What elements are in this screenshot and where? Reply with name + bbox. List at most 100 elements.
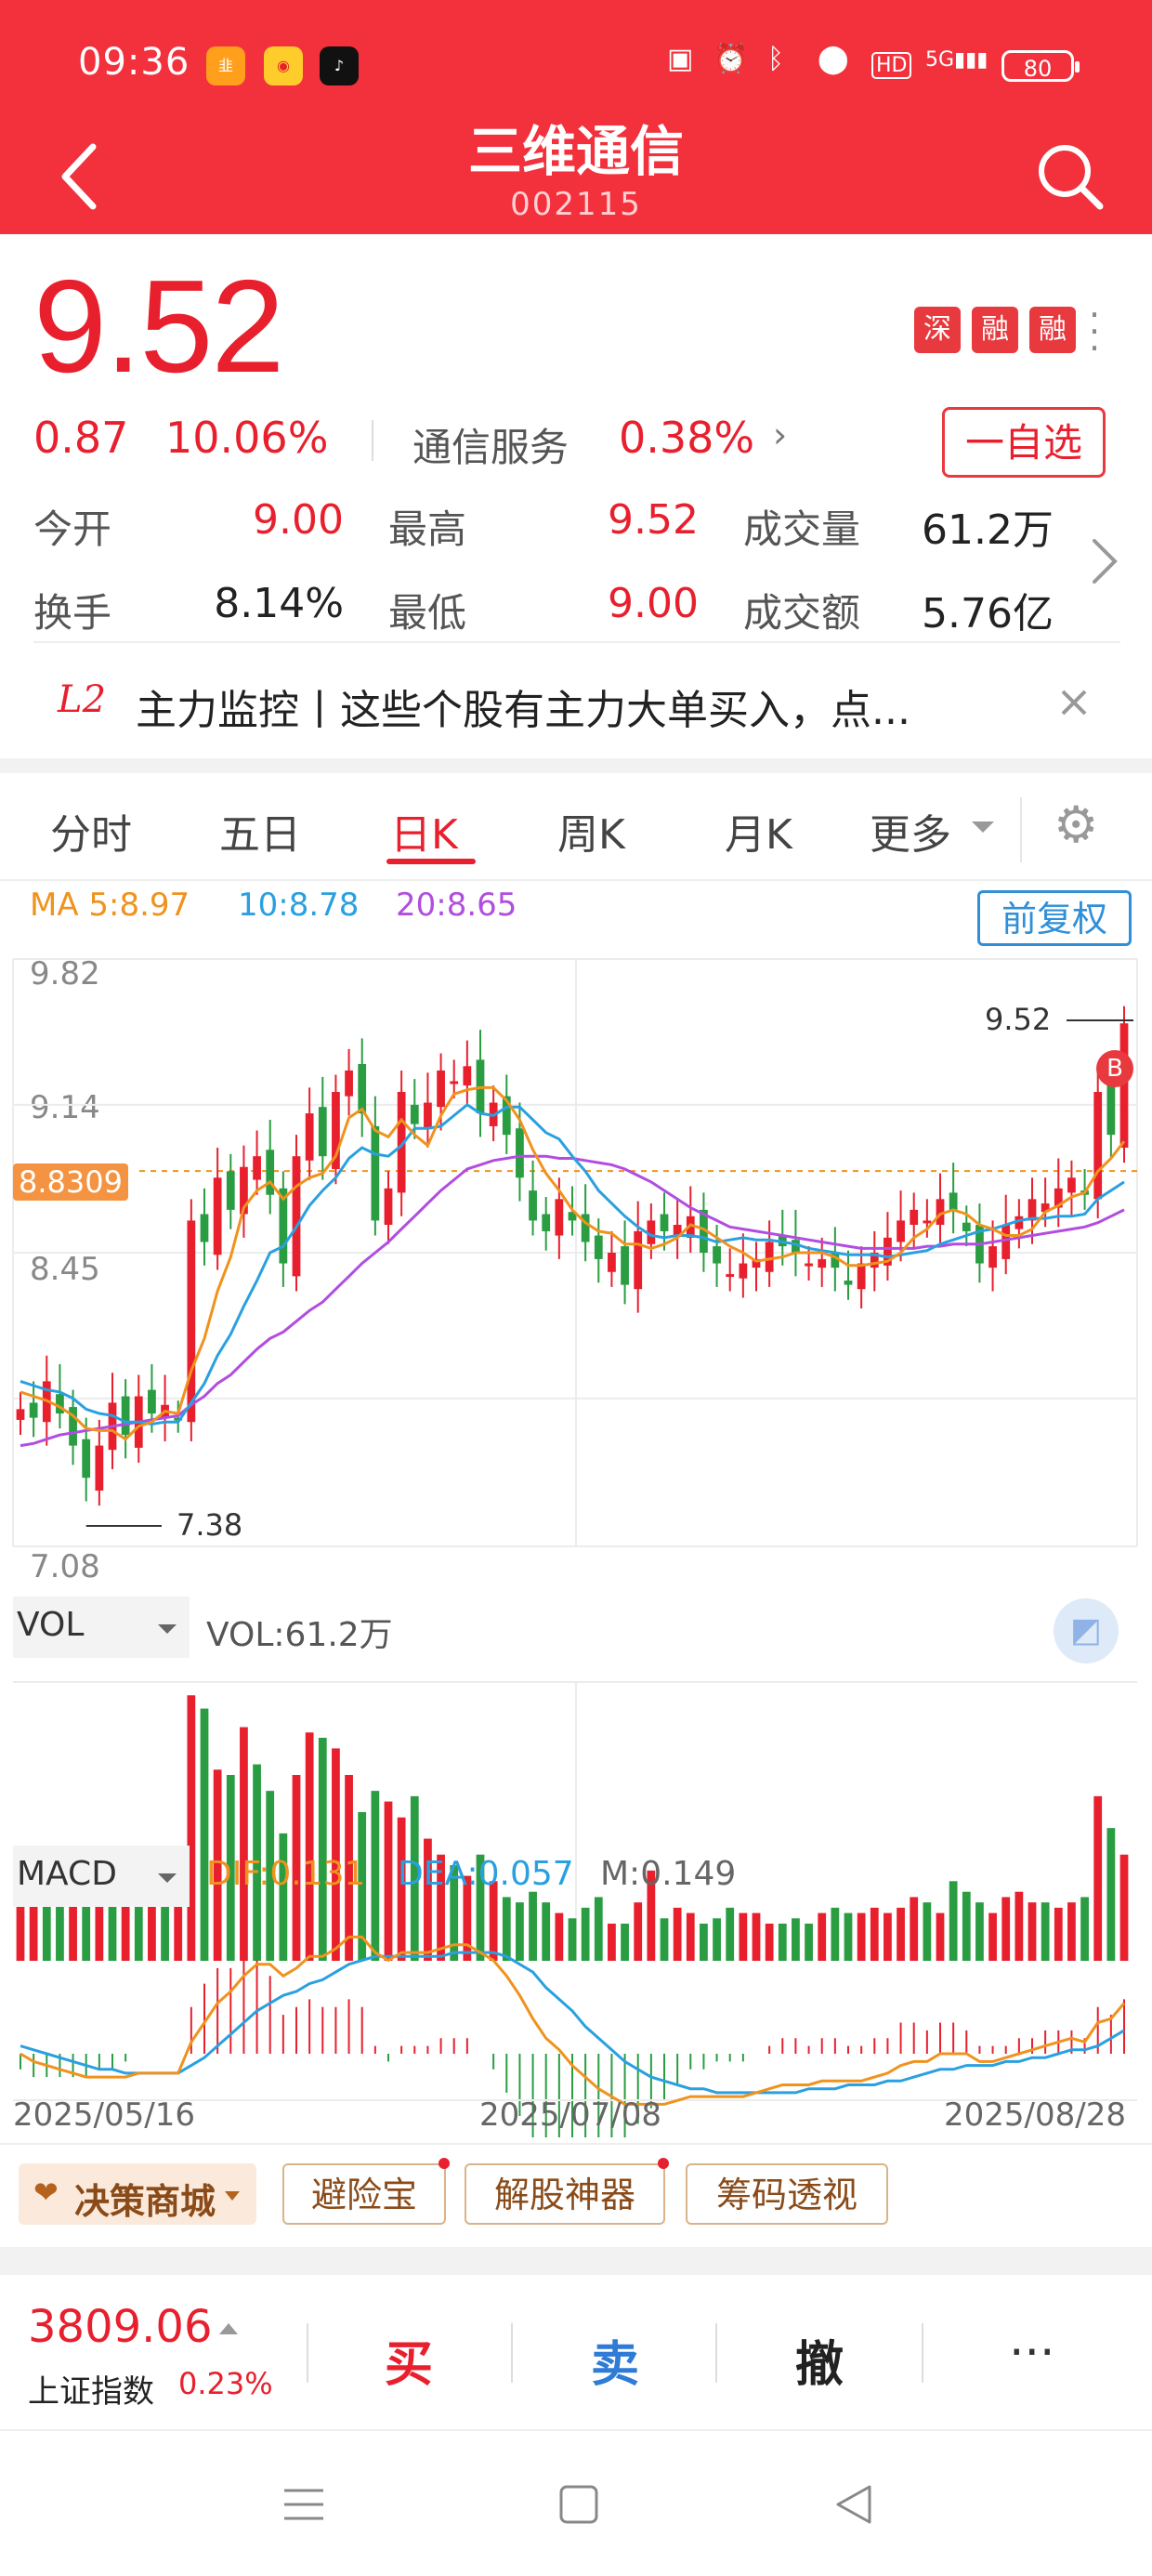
sell-button[interactable]: 卖 xyxy=(591,2337,640,2393)
candle-body xyxy=(870,1253,879,1268)
kline-chart[interactable] xyxy=(0,939,1152,2137)
dif-value: DIF:0.131 xyxy=(206,1855,366,1893)
macd-selector[interactable]: MACD xyxy=(13,1846,190,1907)
candle-body xyxy=(555,1199,564,1236)
tab-daily-k[interactable]: 日K xyxy=(390,811,458,859)
candle-body xyxy=(792,1240,800,1253)
gear-icon[interactable]: ⚙ xyxy=(1054,795,1099,854)
zoom-icon[interactable]: ◩ xyxy=(1054,1598,1119,1663)
close-icon[interactable] xyxy=(1057,686,1091,719)
tool-hedge-button[interactable]: 避险宝 xyxy=(282,2163,446,2225)
separator xyxy=(307,2323,308,2383)
banner-text[interactable]: 主力监控丨这些个股有主力大单买入，点... xyxy=(136,687,910,734)
candle-body xyxy=(988,1246,997,1268)
tag-shen: 深 xyxy=(914,307,961,353)
volume-bar xyxy=(844,1912,853,1961)
ma5-legend: MA 5:8.97 xyxy=(30,887,190,924)
search-icon[interactable] xyxy=(1033,139,1107,214)
candle-body xyxy=(936,1199,945,1226)
home-icon[interactable] xyxy=(556,2481,602,2528)
candle-body xyxy=(660,1214,669,1231)
tool-analysis-button[interactable]: 解股神器 xyxy=(465,2163,665,2225)
high-label: 最高 xyxy=(388,506,467,552)
vol-selector[interactable]: VOL xyxy=(13,1597,190,1658)
price-change: 0.87 xyxy=(33,413,129,463)
more-button[interactable]: ··· xyxy=(1009,2325,1055,2381)
sector-pct[interactable]: 0.38% xyxy=(619,413,755,463)
adjust-button[interactable]: 前复权 xyxy=(977,890,1132,946)
separator xyxy=(715,2323,717,2383)
candle-body xyxy=(1106,1085,1116,1136)
volume-bar xyxy=(594,1897,603,1961)
menu-icon[interactable] xyxy=(281,2481,327,2528)
cancel-button[interactable]: 撤 xyxy=(795,2337,844,2393)
candle-body xyxy=(542,1214,551,1231)
mall-button[interactable]: ❤ 决策商城 xyxy=(19,2163,256,2225)
volume-bar xyxy=(660,1918,669,1961)
chevron-down-icon xyxy=(225,2191,240,2201)
bluetooth-icon: ᛒ xyxy=(767,43,784,75)
section-gap xyxy=(0,758,1152,773)
volume-bar xyxy=(568,1918,577,1961)
candle-body xyxy=(1001,1225,1011,1259)
volume-bar xyxy=(463,1875,472,1961)
stock-code: 002115 xyxy=(510,186,642,223)
candle-body xyxy=(1041,1203,1050,1213)
index-name: 上证指数 xyxy=(28,2373,154,2411)
high-marker-label: 9.52 xyxy=(985,1002,1052,1037)
buy-button[interactable]: 买 xyxy=(385,2337,434,2393)
buy-signal-icon[interactable]: B xyxy=(1096,1050,1133,1087)
chevron-right-icon[interactable]: › xyxy=(773,414,788,455)
volume-value: 61.2万 xyxy=(922,506,1054,554)
nfc-icon: ▣ xyxy=(667,43,694,75)
candle-body xyxy=(568,1212,577,1221)
index-value[interactable]: 3809.06 xyxy=(28,2301,213,2353)
sector-name[interactable]: 通信服务 xyxy=(412,425,569,470)
volume-bar xyxy=(975,1902,984,1961)
volume-bar xyxy=(1093,1795,1103,1961)
volume-bar xyxy=(516,1902,524,1961)
tab-more[interactable]: 更多 xyxy=(870,811,951,859)
tab-underline xyxy=(386,859,476,864)
back-icon[interactable] xyxy=(56,139,102,214)
volume-bar xyxy=(1001,1897,1011,1961)
back-nav-icon[interactable] xyxy=(831,2481,877,2528)
macd-selector-label: MACD xyxy=(17,1855,117,1893)
tag-rong-1: 融 xyxy=(972,307,1018,353)
x-label-start: 2025/05/16 xyxy=(13,2096,195,2134)
volume-bar xyxy=(82,1886,91,1961)
candle-body xyxy=(884,1237,892,1266)
volume-bar xyxy=(42,1868,51,1961)
amount-value: 5.76亿 xyxy=(922,590,1054,637)
tab-intraday[interactable]: 分时 xyxy=(50,811,132,859)
volume-bar xyxy=(700,1924,708,1961)
more-vertical-icon[interactable]: · · · xyxy=(1089,295,1101,369)
volume-bar xyxy=(253,1764,261,1961)
tab-five-day[interactable]: 五日 xyxy=(219,811,301,859)
stock-name: 三维通信 xyxy=(467,120,684,183)
candle-body xyxy=(397,1092,406,1193)
vol-value: VOL:61.2万 xyxy=(206,1616,393,1654)
tab-weekly-k[interactable]: 周K xyxy=(557,811,625,859)
expand-right-icon[interactable] xyxy=(1085,533,1122,589)
low-label: 最低 xyxy=(388,590,467,636)
price-change-pct: 10.06% xyxy=(165,413,329,463)
section-gap xyxy=(0,2247,1152,2275)
candle-body xyxy=(897,1220,905,1242)
divider xyxy=(0,2429,1152,2431)
tab-monthly-k[interactable]: 月K xyxy=(725,811,792,859)
tag-rong-2: 融 xyxy=(1029,307,1076,353)
turnover-value: 8.14% xyxy=(214,580,344,627)
volume-bar xyxy=(279,1833,288,1961)
volume-bar xyxy=(923,1902,932,1961)
chevron-down-icon xyxy=(158,1873,177,1883)
tool-chip-button[interactable]: 筹码透视 xyxy=(686,2163,888,2225)
volume-bar xyxy=(292,1775,301,1961)
volume-bar xyxy=(1080,1897,1089,1961)
volume-bar xyxy=(621,1924,629,1961)
volume-bar xyxy=(555,1912,564,1961)
signal-5g-icon: 5G▮▮▮ xyxy=(925,48,988,72)
volume-bar xyxy=(489,1881,498,1961)
volume-bar xyxy=(345,1775,353,1961)
add-watchlist-button[interactable]: 一自选 xyxy=(942,407,1106,478)
